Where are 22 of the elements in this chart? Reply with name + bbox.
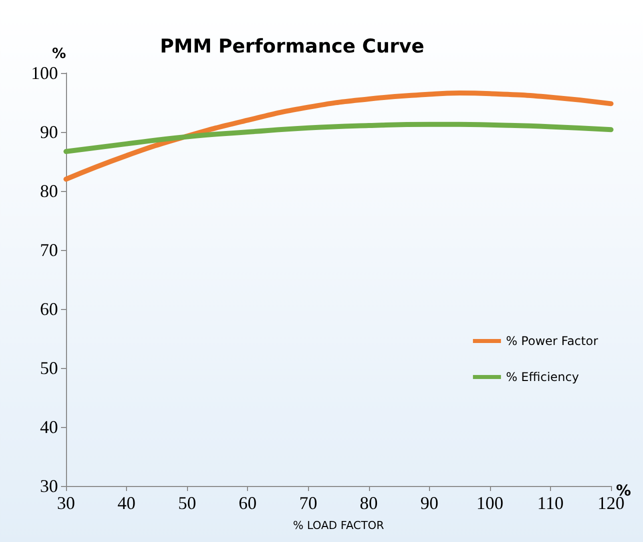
x-tick-label: 110 <box>537 493 564 513</box>
y-tick-label: 60 <box>40 299 58 319</box>
x-tick-label: 30 <box>57 493 75 513</box>
x-tick-label: 80 <box>360 493 378 513</box>
y-tick-label: 70 <box>40 240 58 260</box>
x-tick-label: 60 <box>238 493 257 513</box>
y-tick-label: 90 <box>40 122 58 142</box>
x-axis-title: % LOAD FACTOR <box>293 519 384 532</box>
legend-label: % Power Factor <box>506 334 598 348</box>
chart-title: PMM Performance Curve <box>160 36 424 58</box>
y-tick-label: 80 <box>40 181 58 201</box>
legend-label: % Efficiency <box>506 370 579 384</box>
x-tick-label: 50 <box>178 493 196 513</box>
x-tick-label: 100 <box>476 493 504 513</box>
y-tick-label: 100 <box>31 63 58 83</box>
y-tick-label: 40 <box>40 417 58 437</box>
y-axis-title: % <box>52 46 66 62</box>
y-tick-label: 50 <box>40 358 58 378</box>
x-tick-label: 70 <box>299 493 318 513</box>
x-tick-label: 90 <box>420 493 438 513</box>
y-tick-label: 30 <box>40 476 58 496</box>
x-tick-label: 40 <box>118 493 136 513</box>
